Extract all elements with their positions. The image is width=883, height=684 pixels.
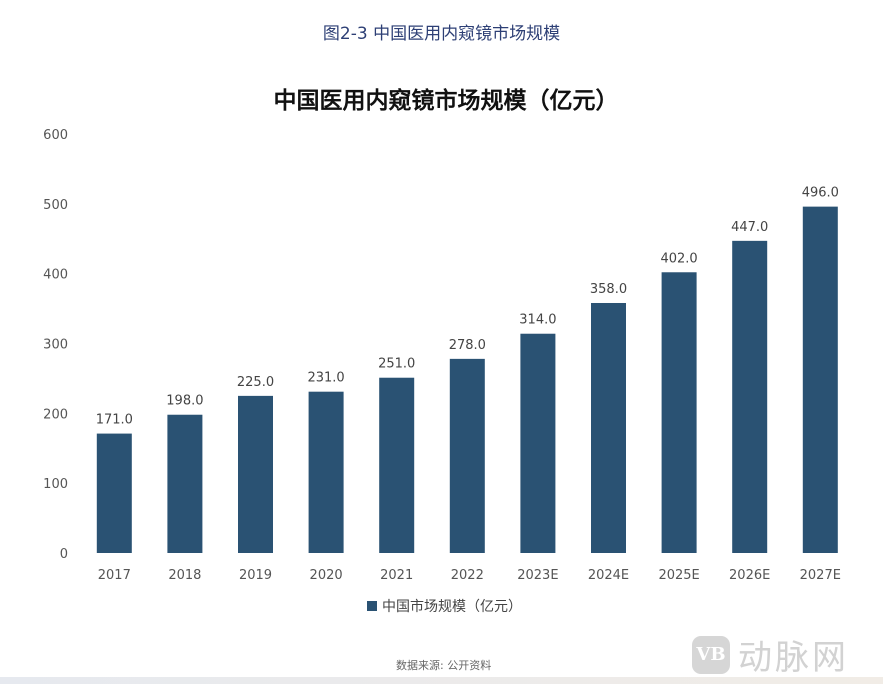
x-tick-label: 2023E <box>517 568 558 583</box>
x-tick-label: 2021 <box>380 568 413 583</box>
data-label: 198.0 <box>166 394 203 409</box>
x-tick-label: 2022 <box>451 568 484 583</box>
bar <box>308 391 344 553</box>
data-label: 358.0 <box>590 282 627 297</box>
bar <box>732 240 768 553</box>
data-label: 447.0 <box>731 220 768 235</box>
x-tick-label: 2024E <box>588 568 629 583</box>
bar <box>661 272 697 553</box>
watermark: VB 动脉网 <box>692 630 849 679</box>
data-label: 278.0 <box>449 338 486 353</box>
bar <box>802 206 838 554</box>
x-tick-label: 2027E <box>800 568 841 583</box>
bar <box>379 377 415 553</box>
y-tick-label: 0 <box>60 547 68 562</box>
legend-swatch <box>367 601 377 611</box>
data-label: 225.0 <box>237 375 274 390</box>
data-label: 314.0 <box>519 313 556 328</box>
y-tick-label: 400 <box>43 268 68 283</box>
watermark-text: 动脉网 <box>738 638 849 678</box>
x-tick-label: 2020 <box>310 568 343 583</box>
bar <box>238 395 273 553</box>
source-note: 数据来源: 公开资料 <box>396 659 492 672</box>
x-tick-label: 2018 <box>168 568 201 583</box>
data-label: 496.0 <box>802 186 839 201</box>
bar-chart: 中国医用内窥镜市场规模（亿元） 0 100 200 300 400 500 600 171.… <box>43 87 841 615</box>
data-label: 231.0 <box>307 371 344 386</box>
y-tick-label: 200 <box>43 407 68 422</box>
y-tick-label: 600 <box>43 128 68 143</box>
x-tick-label: 2019 <box>239 568 272 583</box>
bottom-bar <box>0 677 883 684</box>
bar <box>520 333 556 553</box>
data-label: 251.0 <box>378 357 415 372</box>
legend-label: 中国市场规模（亿元） <box>382 598 522 615</box>
legend: 中国市场规模（亿元） <box>367 598 522 615</box>
y-tick-label: 100 <box>43 477 68 492</box>
chart-title: 中国医用内窥镜市场规模（亿元） <box>274 87 619 114</box>
x-tick-label: 2025E <box>658 568 699 583</box>
x-tick-label: 2017 <box>98 568 131 583</box>
bar <box>96 433 132 553</box>
data-label: 171.0 <box>96 413 133 428</box>
watermark-logo-icon: VB <box>692 635 730 674</box>
figure-caption: 图2-3 中国医用内窥镜市场规模 <box>322 24 561 44</box>
x-tick-label: 2026E <box>729 568 770 583</box>
bar <box>167 414 203 553</box>
bar <box>591 302 626 553</box>
data-label: 402.0 <box>660 251 697 266</box>
y-tick-label: 500 <box>43 198 68 213</box>
bar <box>449 358 485 553</box>
y-tick-label: 300 <box>43 338 68 353</box>
